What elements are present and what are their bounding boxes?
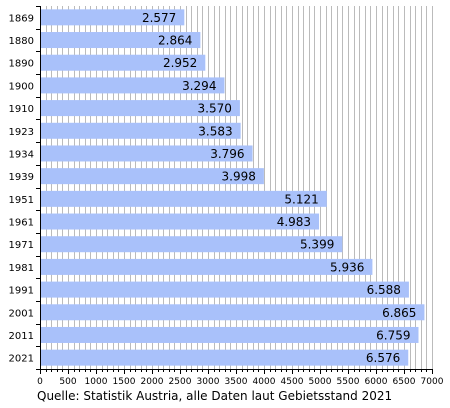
x-tick-label: 3500 bbox=[225, 377, 248, 387]
value-label: 6.759 bbox=[376, 328, 410, 342]
value-label: 2.952 bbox=[163, 56, 197, 70]
x-tick-label: 500 bbox=[59, 377, 76, 387]
x-tick-label: 0 bbox=[37, 377, 43, 387]
value-label: 5.121 bbox=[284, 192, 318, 206]
x-tick-label: 5000 bbox=[309, 377, 332, 387]
value-label: 5.399 bbox=[300, 238, 334, 252]
x-tick-label: 6000 bbox=[365, 377, 388, 387]
value-label: 3.998 bbox=[222, 170, 256, 184]
value-label: 3.796 bbox=[210, 147, 244, 161]
bar-1939 bbox=[41, 168, 264, 185]
value-label: 6.865 bbox=[382, 306, 416, 320]
value-label: 3.570 bbox=[198, 102, 232, 116]
y-tick-label: 1880 bbox=[9, 36, 34, 47]
bar-2011 bbox=[41, 326, 419, 343]
x-tick-label: 7000 bbox=[421, 377, 444, 387]
bar-1991 bbox=[41, 281, 409, 298]
bar-1923 bbox=[41, 122, 241, 139]
y-tick-label: 1923 bbox=[9, 127, 34, 138]
x-tick-label: 6500 bbox=[393, 377, 416, 387]
x-tick-label: 5500 bbox=[337, 377, 360, 387]
y-tick-label: 1971 bbox=[9, 240, 34, 251]
x-tick-label: 3000 bbox=[197, 377, 220, 387]
value-label: 6.576 bbox=[366, 351, 400, 365]
y-tick-label: 2021 bbox=[9, 354, 34, 365]
value-label: 4.983 bbox=[277, 215, 311, 229]
bar-1971 bbox=[41, 236, 343, 253]
value-label: 2.577 bbox=[142, 11, 176, 25]
value-label: 3.583 bbox=[198, 124, 232, 138]
x-tick-label: 2500 bbox=[169, 377, 192, 387]
y-tick-label: 1961 bbox=[9, 218, 34, 229]
y-tick-label: 2001 bbox=[9, 308, 34, 319]
y-tick-label: 2011 bbox=[9, 331, 34, 342]
y-tick-label: 1900 bbox=[9, 81, 34, 92]
y-tick-label: 1991 bbox=[9, 286, 34, 297]
value-label: 2.864 bbox=[158, 34, 192, 48]
y-tick-label: 1890 bbox=[9, 59, 34, 70]
y-tick-label: 1981 bbox=[9, 263, 34, 274]
x-tick-label: 4000 bbox=[253, 377, 276, 387]
x-tick-label: 1000 bbox=[85, 377, 108, 387]
bar-1910 bbox=[41, 100, 240, 117]
source-caption: Quelle: Statistik Austria, alle Daten la… bbox=[37, 389, 393, 403]
bars: 2.577 2.864 2.952 3.294 3.570 3.583 3.796 3.998… bbox=[41, 9, 425, 366]
x-tick-label: 1500 bbox=[113, 377, 136, 387]
y-tick-label: 1910 bbox=[9, 104, 34, 115]
y-tick-label: 1934 bbox=[9, 149, 34, 160]
bar-1869 bbox=[41, 9, 185, 26]
bar-1934 bbox=[41, 145, 253, 162]
x-tick-label: 2000 bbox=[141, 377, 164, 387]
value-label: 6.588 bbox=[367, 283, 401, 297]
bar-1961 bbox=[41, 213, 320, 230]
bar-1951 bbox=[41, 190, 327, 207]
axes: 1869 1880 1890 1900 1910 1923 1934 1939 1951 1961… bbox=[9, 6, 444, 387]
bar-2001 bbox=[41, 304, 425, 321]
bar-1890 bbox=[41, 54, 206, 71]
bar-1880 bbox=[41, 32, 201, 49]
bar-2021 bbox=[41, 349, 409, 366]
x-tick-label: 4500 bbox=[281, 377, 304, 387]
y-tick-label: 1939 bbox=[9, 172, 34, 183]
y-tick-label: 1951 bbox=[9, 195, 34, 206]
bar-1981 bbox=[41, 258, 373, 275]
bar-1900 bbox=[41, 77, 225, 94]
y-tick-label: 1869 bbox=[9, 13, 34, 24]
value-label: 5.936 bbox=[330, 260, 364, 274]
value-label: 3.294 bbox=[182, 79, 216, 93]
